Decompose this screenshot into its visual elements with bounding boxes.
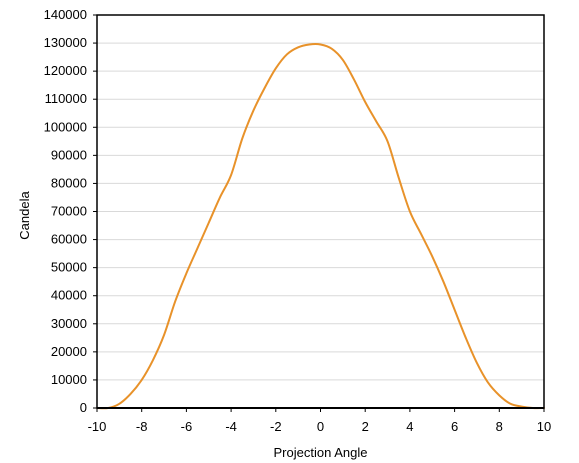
y-tick-label-14: 140000 bbox=[44, 7, 87, 22]
y-tick-label-2: 20000 bbox=[51, 344, 87, 359]
y-tick-label-7: 70000 bbox=[51, 204, 87, 219]
y-tick-label-3: 30000 bbox=[51, 316, 87, 331]
y-axis-title: Candela bbox=[17, 191, 32, 240]
x-tick-label-9: 8 bbox=[496, 419, 503, 434]
y-tick-label-1: 10000 bbox=[51, 372, 87, 387]
y-tick-label-4: 40000 bbox=[51, 288, 87, 303]
grid-lines bbox=[97, 42, 544, 381]
y-tick-label-8: 80000 bbox=[51, 175, 87, 190]
y-tick-label-0: 0 bbox=[80, 400, 87, 415]
y-tick-label-13: 130000 bbox=[44, 35, 87, 50]
x-tick-label-8: 6 bbox=[451, 419, 458, 434]
y-tick-label-11: 110000 bbox=[45, 91, 87, 106]
x-tick-label-0: -10 bbox=[88, 419, 107, 434]
series-layer bbox=[96, 43, 545, 410]
x-tick-label-5: 0 bbox=[317, 419, 324, 434]
series-line-0 bbox=[96, 43, 545, 410]
y-tick-label-9: 90000 bbox=[51, 147, 87, 162]
x-tick-label-3: -4 bbox=[225, 419, 237, 434]
x-tick-labels: -10 -8 -6 -4 -2 0 2 4 6 8 10 bbox=[88, 408, 551, 434]
y-tick-label-12: 120000 bbox=[44, 63, 87, 78]
x-tick-label-6: 2 bbox=[362, 419, 369, 434]
x-tick-label-2: -6 bbox=[181, 419, 193, 434]
y-tick-label-5: 50000 bbox=[51, 260, 87, 275]
y-tick-labels: 0 10000 20000 30000 40000 50000 60000 70000 8000… bbox=[44, 7, 97, 415]
x-tick-label-4: -2 bbox=[270, 419, 282, 434]
x-tick-label-7: 4 bbox=[406, 419, 413, 434]
x-tick-label-1: -8 bbox=[136, 419, 148, 434]
x-tick-label-10: 10 bbox=[537, 419, 551, 434]
y-tick-label-10: 100000 bbox=[44, 119, 87, 134]
y-tick-label-6: 60000 bbox=[51, 232, 87, 247]
x-axis-title: Projection Angle bbox=[274, 445, 368, 460]
